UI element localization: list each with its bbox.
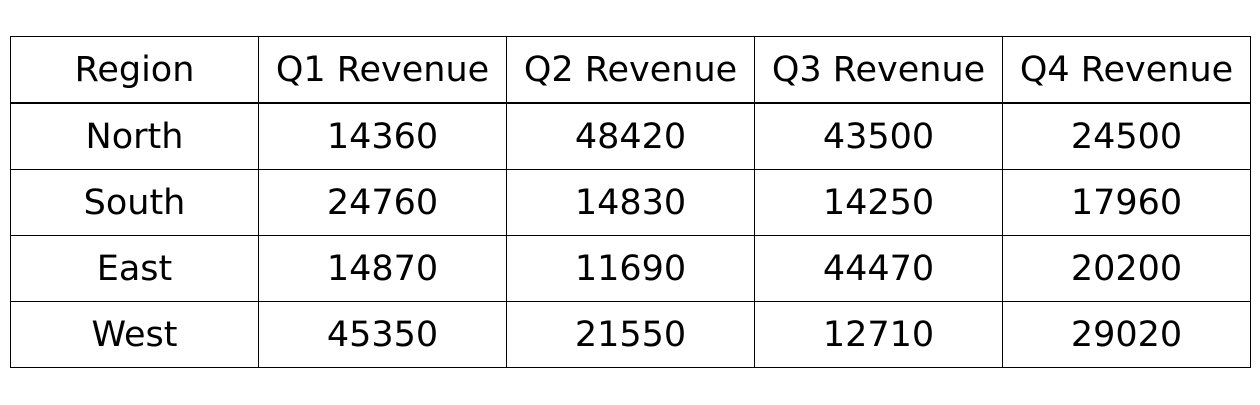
table-cell-q2: 14830 [506,169,755,236]
header-cell-q1-revenue: Q1 Revenue [258,36,507,104]
table-cell-q3: 12710 [754,301,1003,368]
header-cell-q3-revenue: Q3 Revenue [754,36,1003,104]
revenue-table: Region Q1 Revenue Q2 Revenue Q3 Revenue … [10,36,1251,368]
header-cell-region: Region [10,36,259,104]
table-cell-q1: 45350 [258,301,507,368]
table-cell-q4: 29020 [1002,301,1251,368]
table-cell-q2: 21550 [506,301,755,368]
header-cell-q4-revenue: Q4 Revenue [1002,36,1251,104]
table-cell-q4: 17960 [1002,169,1251,236]
table-cell-region: East [10,235,259,302]
table-cell-q1: 14870 [258,235,507,302]
table-cell-region: North [10,102,259,170]
table-cell-region: West [10,301,259,368]
table-cell-q3: 44470 [754,235,1003,302]
table-cell-q1: 14360 [258,102,507,170]
table-body: North 14360 48420 43500 24500 South 2476… [10,102,1251,368]
table-row: East 14870 11690 44470 20200 [10,235,1251,302]
table-cell-q2: 11690 [506,235,755,302]
table-header: Region Q1 Revenue Q2 Revenue Q3 Revenue … [10,36,1251,104]
table-row: West 45350 21550 12710 29020 [10,301,1251,368]
table-cell-q4: 20200 [1002,235,1251,302]
table-row: South 24760 14830 14250 17960 [10,169,1251,236]
table-cell-q4: 24500 [1002,102,1251,170]
table-cell-q1: 24760 [258,169,507,236]
table-cell-region: South [10,169,259,236]
table-cell-q3: 14250 [754,169,1003,236]
table-cell-q3: 43500 [754,102,1003,170]
table-cell-q2: 48420 [506,102,755,170]
header-cell-q2-revenue: Q2 Revenue [506,36,755,104]
header-row: Region Q1 Revenue Q2 Revenue Q3 Revenue … [10,36,1251,104]
table-row: North 14360 48420 43500 24500 [10,102,1251,170]
